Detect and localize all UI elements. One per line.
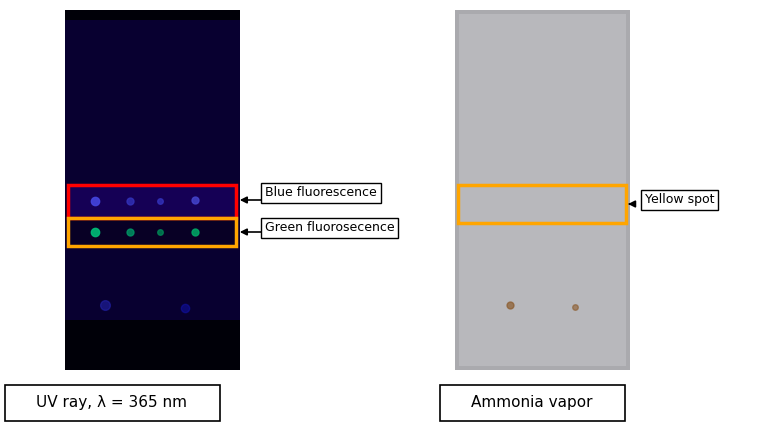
Text: Ammonia vapor: Ammonia vapor: [471, 395, 593, 411]
Bar: [65, 10, 240, 370]
Bar: [458, 185, 626, 223]
Text: Yellow spot: Yellow spot: [645, 194, 715, 207]
Bar: [68, 218, 237, 246]
Bar: [5, 385, 220, 421]
Bar: [68, 185, 237, 217]
Bar: [440, 385, 625, 421]
Bar: [455, 10, 630, 370]
Bar: [459, 14, 626, 366]
Text: Blue fluorescence: Blue fluorescence: [265, 187, 377, 200]
Bar: [68, 218, 236, 246]
Text: Green fluorosecence: Green fluorosecence: [265, 221, 394, 234]
Bar: [68, 185, 236, 218]
Text: UV ray, λ = 365 nm: UV ray, λ = 365 nm: [36, 395, 188, 411]
Bar: [65, 20, 240, 320]
